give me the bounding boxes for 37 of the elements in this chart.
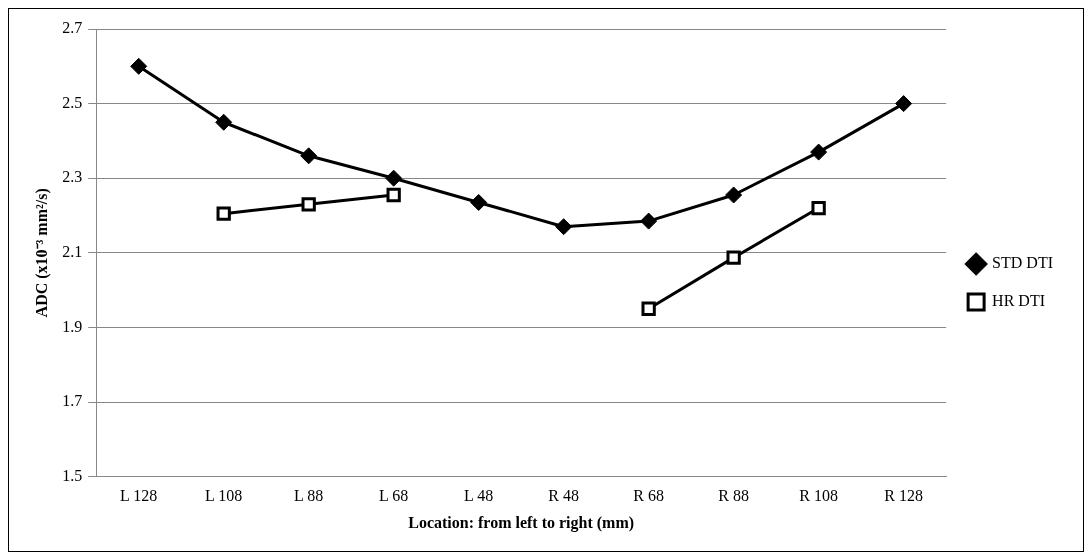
point (216, 206, 231, 221)
y-tick-label: 2.1 (62, 243, 83, 260)
x-tick-label: R 48 (548, 487, 579, 505)
point (215, 113, 233, 131)
point (640, 212, 658, 230)
point (301, 197, 316, 212)
y-tick-label: 2.5 (62, 93, 83, 111)
point (641, 301, 656, 316)
point (470, 193, 488, 211)
x-tick-label: L 128 (120, 487, 158, 505)
point (300, 147, 318, 165)
point (725, 186, 743, 204)
x-tick-label: L 68 (379, 487, 409, 505)
point (895, 95, 913, 113)
point (811, 200, 826, 216)
point (555, 218, 573, 236)
x-tick-label: R 128 (884, 487, 923, 505)
y-tick-label: 2.7 (62, 19, 83, 37)
point (130, 57, 148, 75)
legend-label: HR DTI (992, 292, 1046, 310)
y-tick-label: 2.3 (62, 168, 83, 186)
point (385, 169, 403, 187)
y-tick-label: 1.7 (62, 392, 83, 410)
y-tick-label: 1.9 (62, 317, 83, 335)
point (726, 250, 741, 265)
legend-label: STD DTI (992, 254, 1054, 272)
x-axis-title: Location: from left to right (mm) (408, 513, 635, 532)
x-tick-label: L 88 (294, 487, 324, 505)
x-tick-label: L 48 (464, 487, 494, 505)
point (386, 187, 401, 203)
x-tick-label: R 88 (718, 487, 749, 505)
x-tick-label: R 108 (799, 487, 838, 505)
point (810, 143, 828, 161)
y-tick-label: 1.5 (62, 466, 83, 484)
x-tick-label: L 108 (205, 487, 243, 505)
y-axis-title: ADC (x10⁻³ mm²/s) (32, 188, 51, 318)
x-tick-label: R 68 (633, 487, 664, 505)
